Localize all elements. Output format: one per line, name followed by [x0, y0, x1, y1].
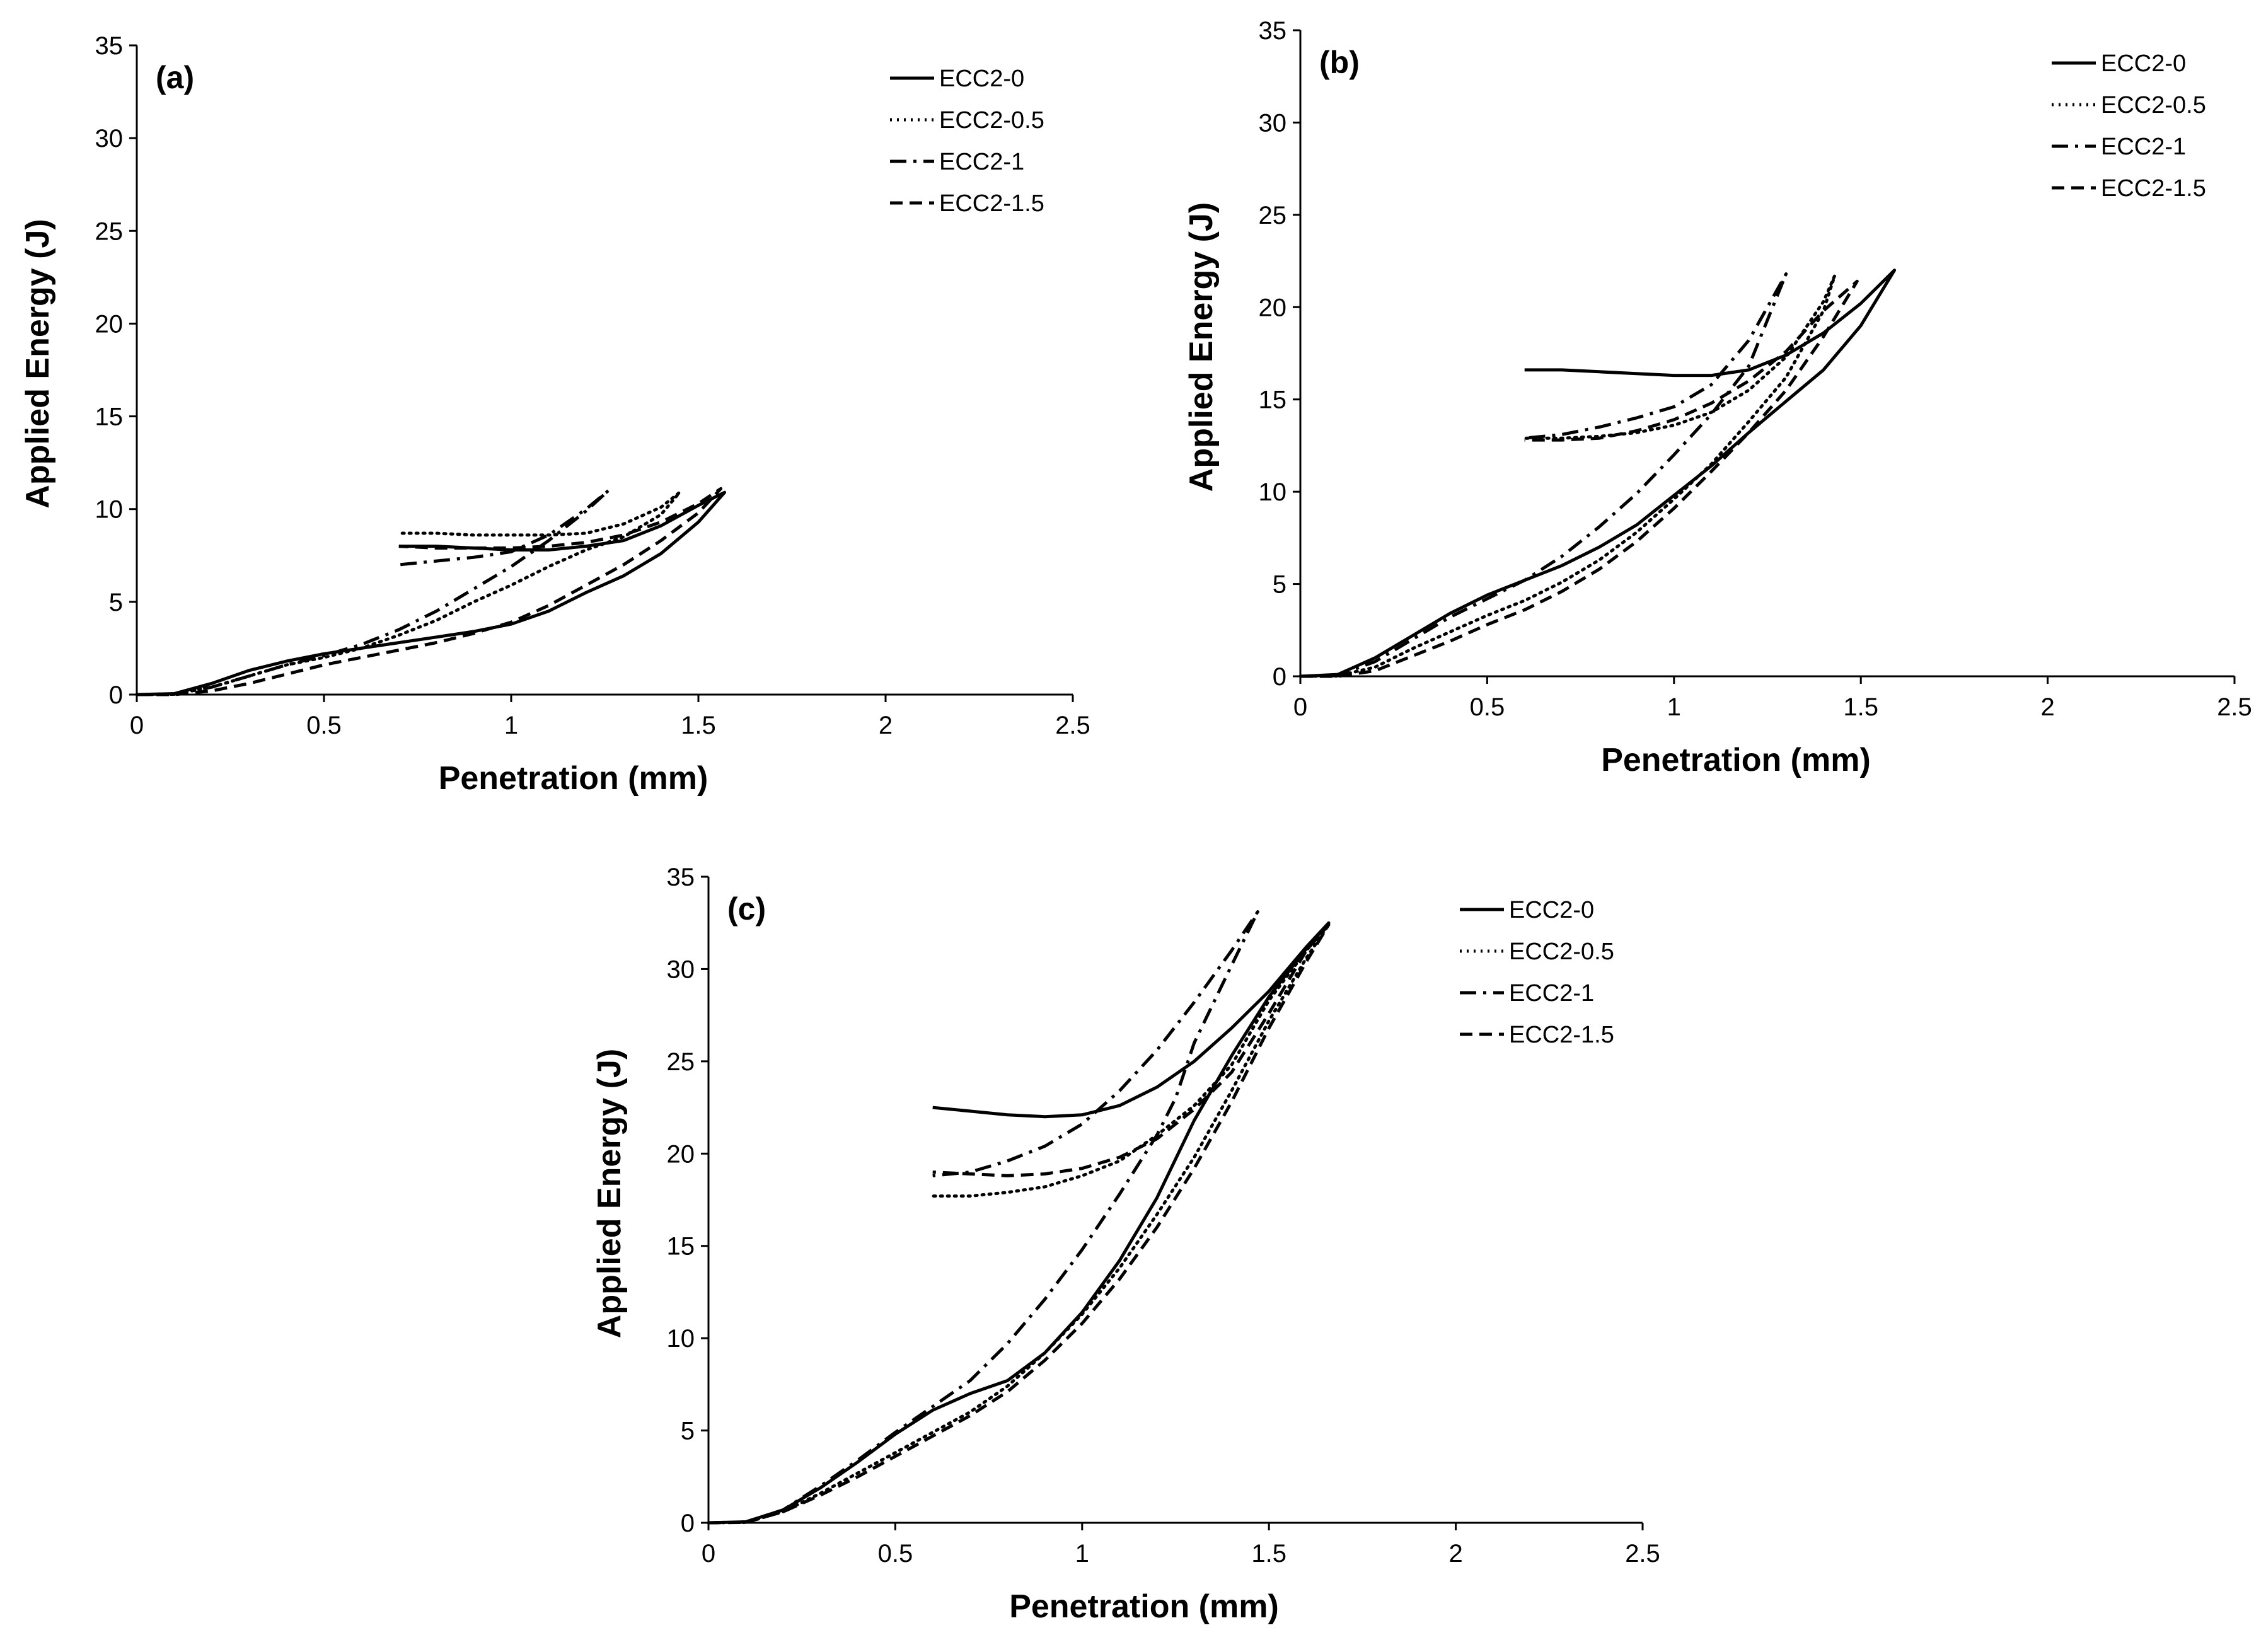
series-line-ECC2-0 [136, 490, 727, 696]
y-tick-label: 0 [1273, 663, 1286, 691]
panel-label: (b) [1319, 45, 1360, 80]
y-tick-label: 15 [95, 403, 124, 431]
x-tick-label: 2 [879, 712, 893, 739]
y-axis-label: Applied Energy (J) [591, 1049, 628, 1338]
y-tick-label: 30 [667, 956, 695, 983]
x-tick-label: 2.5 [1625, 1540, 1660, 1568]
x-tick-label: 1 [1075, 1540, 1089, 1568]
chart-panel-2: 0 5 10 15 20 25 30 35 0 0.5 1 1.5 2 2.5 Penetration (m… [1183, 17, 2252, 778]
x-axis-label: Penetration (mm) [1009, 1588, 1279, 1625]
series-line-ECC2-1.5 [708, 923, 1331, 1525]
legend-label: ECC2-1 [1509, 980, 1594, 1007]
series-line-ECC2-1 [708, 910, 1259, 1525]
chart-panel-1: 0 5 10 15 20 25 30 35 0 0.5 1 1.5 2 2.5 Penetration (m… [20, 32, 1090, 797]
y-axis-label: Applied Energy (J) [1183, 202, 1220, 492]
series-line-ECC2-1.5 [1300, 279, 1859, 678]
legend-label: ECC2-1 [2101, 134, 2186, 160]
y-tick-label: 5 [681, 1418, 695, 1445]
legend-label: ECC2-1.5 [2101, 175, 2206, 202]
y-tick-label: 35 [1259, 17, 1287, 45]
series-line-ECC2-0.5 [135, 490, 681, 696]
y-tick-label: 30 [95, 125, 124, 153]
series-line-ECC2-0.5 [707, 923, 1331, 1525]
x-tick-label: 0.5 [1470, 693, 1505, 721]
y-tick-label: 0 [681, 1510, 695, 1537]
x-tick-label: 1.5 [1843, 693, 1878, 721]
legend-label: ECC2-0 [2101, 50, 2186, 77]
x-tick-label: 2 [1448, 1540, 1462, 1568]
y-tick-label: 25 [1259, 202, 1287, 229]
x-tick-label: 2.5 [1055, 712, 1090, 739]
x-tick-label: 0 [1293, 693, 1307, 721]
x-tick-label: 1 [1667, 693, 1681, 721]
y-tick-label: 20 [667, 1140, 695, 1168]
series-line-ECC2-0 [708, 921, 1331, 1525]
y-tick-label: 10 [95, 496, 124, 524]
legend-label: ECC2-0.5 [2101, 92, 2206, 118]
series-line-ECC2-1.5 [137, 487, 723, 696]
x-tick-label: 0.5 [306, 712, 342, 739]
y-tick-label: 5 [109, 589, 123, 616]
x-tick-label: 2 [2040, 693, 2054, 721]
y-tick-label: 15 [667, 1233, 695, 1261]
y-tick-label: 15 [1259, 386, 1287, 414]
series-line-ECC2-0 [1300, 269, 1897, 678]
x-tick-label: 0 [702, 1540, 715, 1568]
x-axis-label: Penetration (mm) [1601, 742, 1871, 778]
y-tick-label: 30 [1259, 109, 1287, 137]
y-tick-label: 25 [667, 1048, 695, 1076]
x-tick-label: 0 [130, 712, 144, 739]
series-line-ECC2-0.5 [1298, 274, 1837, 678]
y-tick-label: 25 [95, 217, 124, 245]
x-tick-label: 1.5 [681, 712, 716, 739]
x-axis-label: Penetration (mm) [439, 760, 708, 797]
y-tick-label: 20 [95, 310, 124, 338]
y-tick-label: 20 [1259, 294, 1287, 321]
legend-label: ECC2-0.5 [1509, 939, 1614, 965]
y-tick-label: 10 [667, 1325, 695, 1353]
x-tick-label: 0.5 [878, 1540, 913, 1568]
legend-label: ECC2-0 [1509, 897, 1594, 923]
x-tick-label: 1 [504, 712, 518, 739]
x-tick-label: 2.5 [2217, 693, 2252, 721]
y-tick-label: 10 [1259, 478, 1287, 506]
legend-label: ECC2-1.5 [1509, 1022, 1614, 1048]
series-line-ECC2-1 [136, 488, 610, 696]
x-tick-label: 1.5 [1251, 1540, 1286, 1568]
y-axis-label: Applied Energy (J) [20, 219, 56, 508]
panel-label: (c) [727, 891, 766, 927]
legend-label: ECC2-0.5 [939, 107, 1044, 134]
legend-label: ECC2-0 [939, 66, 1024, 92]
panel-label: (a) [156, 60, 194, 95]
legend-label: ECC2-1 [939, 149, 1024, 175]
y-tick-label: 5 [1273, 571, 1286, 599]
y-tick-label: 35 [667, 864, 695, 891]
legend-label: ECC2-1.5 [939, 190, 1044, 217]
y-tick-label: 0 [109, 681, 123, 709]
y-tick-label: 35 [95, 32, 124, 60]
series-line-ECC2-1 [1300, 272, 1788, 678]
chart-panel-3: 0 5 10 15 20 25 30 35 0 0.5 1 1.5 2 2.5 Penetration (m… [591, 864, 1660, 1625]
